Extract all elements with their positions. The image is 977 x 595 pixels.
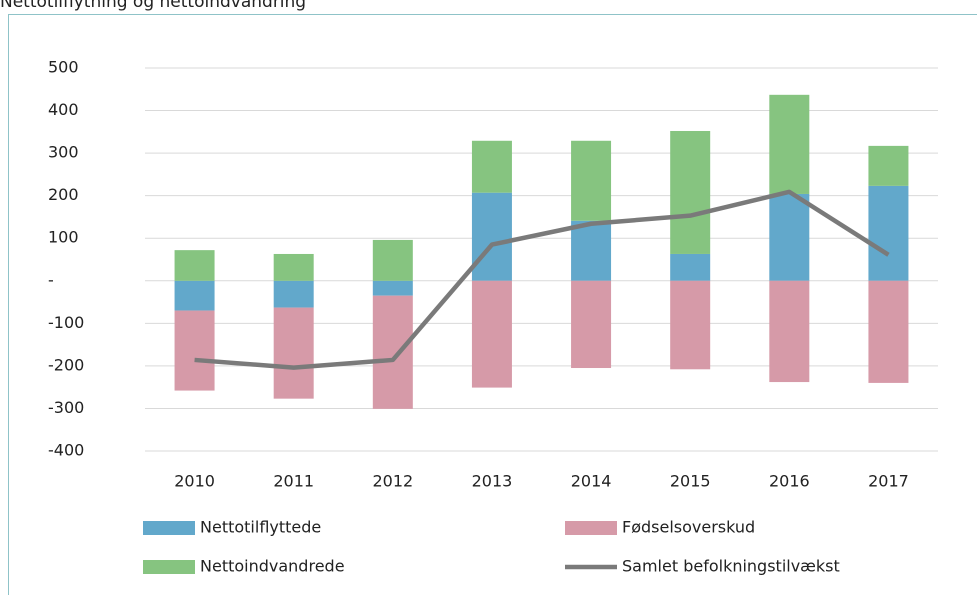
x-tick-label: 2014 — [571, 472, 612, 491]
x-tick-label: 2011 — [273, 472, 314, 491]
x-tick-label: 2013 — [472, 472, 513, 491]
bar — [372, 280, 413, 296]
bar — [174, 310, 215, 391]
bar — [868, 185, 909, 281]
bar — [471, 192, 512, 281]
bar — [174, 280, 215, 311]
bar — [670, 280, 711, 370]
bar — [471, 140, 512, 193]
x-tick-label: 2016 — [769, 472, 810, 491]
bar — [571, 220, 612, 281]
bar — [273, 253, 314, 281]
line — [194, 189, 890, 370]
y-tick-label: 200 — [48, 185, 79, 204]
bar — [174, 250, 215, 281]
y-tick-label: 500 — [48, 58, 79, 77]
chart-title: Nettotilflytning og nettoindvandring — [0, 0, 306, 12]
x-tick-label: 2012 — [372, 472, 413, 491]
y-tick-label: -200 — [48, 355, 84, 374]
legend-swatch — [143, 560, 195, 574]
bar — [670, 253, 711, 281]
legend-label: Nettotilflyttede — [200, 518, 321, 537]
bar — [868, 280, 909, 383]
bar — [471, 280, 512, 388]
bar — [372, 239, 413, 281]
bar — [769, 193, 810, 281]
y-tick-label: 300 — [48, 143, 79, 162]
y-tick-label: - — [48, 270, 54, 289]
legend-label: Samlet befolkningstilvækst — [622, 557, 840, 576]
bar — [571, 280, 612, 369]
bar — [273, 280, 314, 308]
bar — [769, 280, 810, 383]
legend-swatch — [143, 521, 195, 535]
y-tick-label: -300 — [48, 398, 84, 417]
bar — [372, 295, 413, 409]
x-tick-label: 2010 — [174, 472, 215, 491]
x-tick-label: 2017 — [868, 472, 909, 491]
bar — [769, 94, 810, 194]
bar — [868, 145, 909, 186]
y-tick-label: -400 — [48, 441, 84, 460]
y-tick-label: -100 — [48, 313, 84, 332]
bar — [273, 307, 314, 399]
legend-label: Fødselsoverskud — [622, 518, 755, 537]
chart-frame — [8, 14, 977, 595]
y-tick-label: 400 — [48, 100, 79, 119]
bar — [670, 130, 711, 254]
legend-label: Nettoindvandrede — [200, 557, 345, 576]
bar — [571, 140, 612, 221]
legend-swatch — [565, 521, 617, 535]
x-tick-label: 2015 — [670, 472, 711, 491]
y-tick-label: 100 — [48, 228, 79, 247]
